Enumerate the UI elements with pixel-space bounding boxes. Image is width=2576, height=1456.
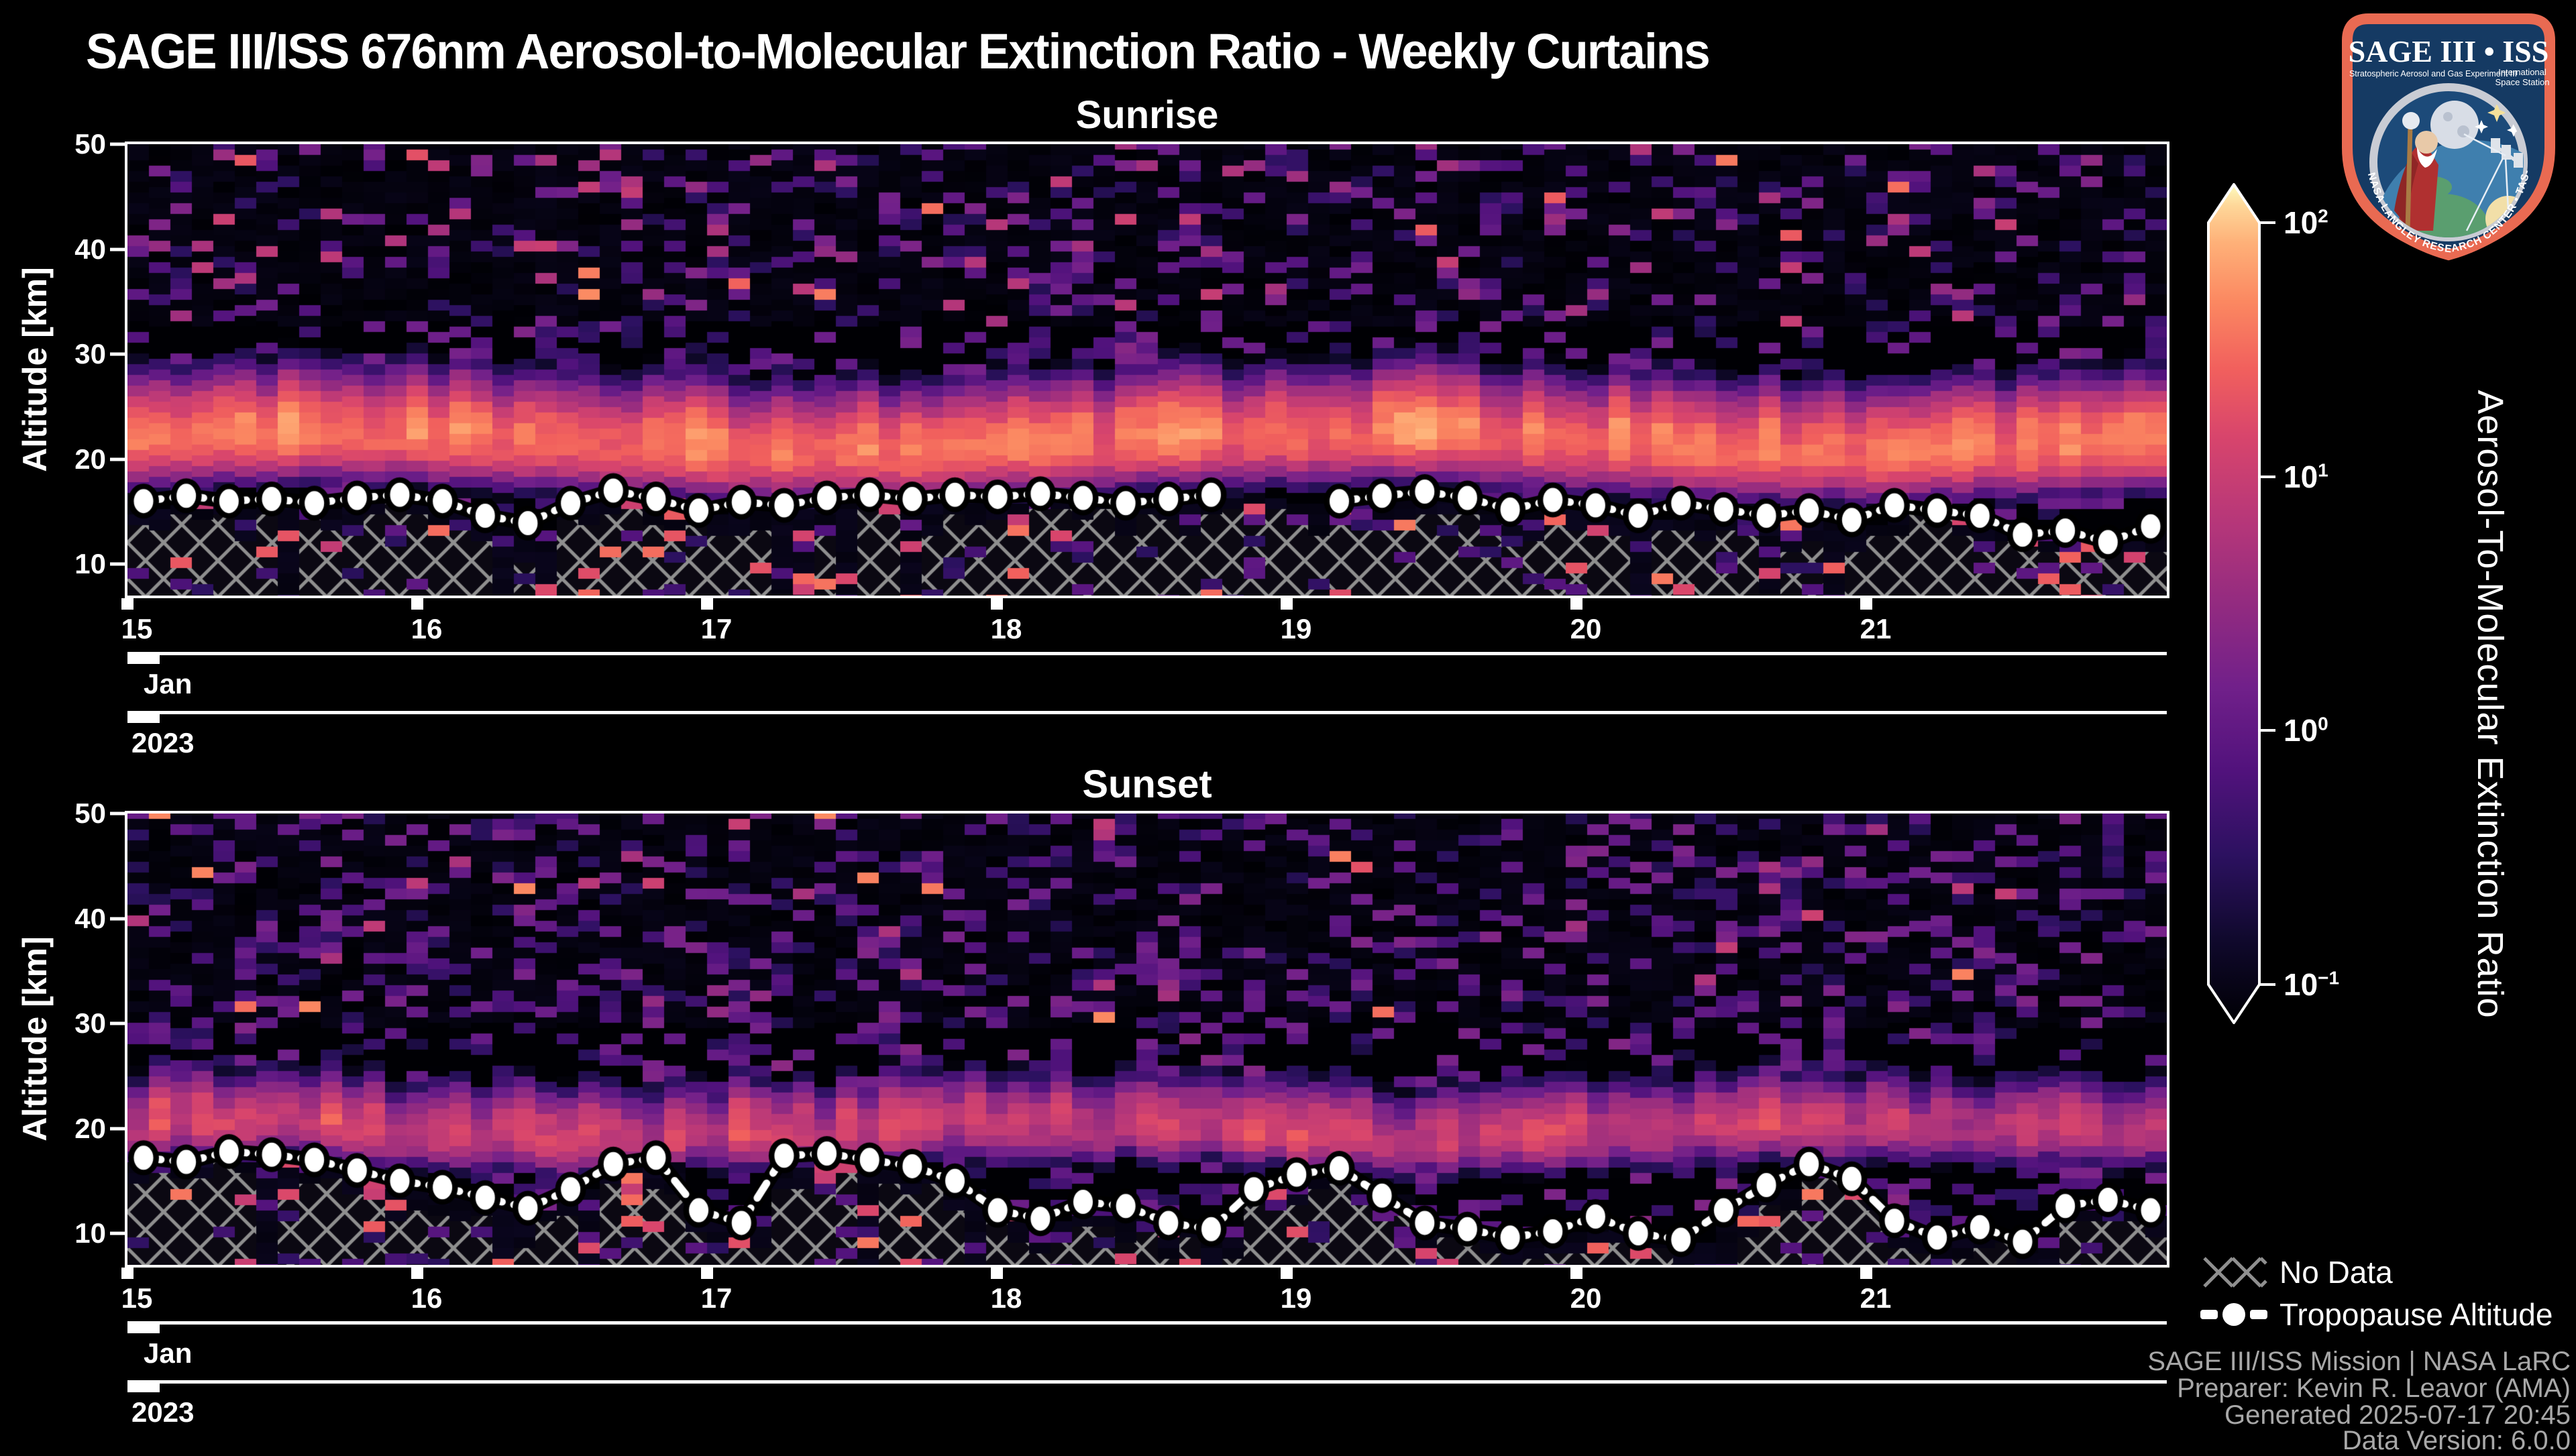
y-tick-label-20: 20	[74, 1112, 106, 1144]
month-label: Jan	[144, 1337, 193, 1369]
x-tick-label-16: 16	[411, 1282, 443, 1314]
no-data-hatch-icon	[2203, 1257, 2267, 1288]
x-tick-label-15: 15	[121, 613, 153, 645]
no-data-legend-label: No Data	[2279, 1255, 2393, 1290]
colorbar-tick-1	[2259, 729, 2275, 732]
x-tick-mark-15	[121, 598, 133, 610]
credit-data-version: Data Version: 6.0.0	[2342, 1426, 2571, 1455]
y-tick-label-10: 10	[74, 548, 106, 580]
tropopause-line-icon	[2200, 1303, 2267, 1326]
x-tick-label-21: 21	[1860, 613, 1892, 645]
y-tick-label-30: 30	[74, 1007, 106, 1040]
sunrise-panel-title: Sunrise	[1075, 93, 1219, 137]
x-tick-mark-21	[1860, 598, 1872, 610]
x-tick-mark-21	[1860, 1268, 1872, 1279]
colorbar-tick-label-0.1: 10−1	[2284, 967, 2340, 1002]
credit-generated: Generated 2025-07-17 20:45	[2224, 1400, 2571, 1430]
y-tick-label-40: 40	[74, 233, 106, 265]
year-label: 2023	[131, 727, 195, 759]
y-tick-label-40: 40	[74, 902, 106, 934]
x-tick-mark-15	[121, 1268, 133, 1279]
y-tick-mark-20	[110, 457, 126, 461]
y-tick-label-50: 50	[74, 128, 106, 160]
x-tick-mark-17	[701, 1268, 713, 1279]
x-tick-label-18: 18	[990, 613, 1022, 645]
x-tick-label-17: 17	[700, 1282, 733, 1314]
credit-mission: SAGE III/ISS Mission | NASA LaRC	[2147, 1347, 2571, 1376]
x-tick-label-19: 19	[1280, 613, 1312, 645]
sage-iss-logo: SAGE III • ISS Stratospheric Aerosol and…	[2328, 1, 2565, 262]
y-tick-mark-20	[110, 1127, 126, 1131]
y-tick-mark-50	[110, 811, 126, 816]
y-tick-label-30: 30	[74, 338, 106, 370]
y-tick-mark-40	[110, 917, 126, 920]
month-divider-line	[127, 1321, 2167, 1325]
tropopause-legend-label: Tropopause Altitude	[2279, 1297, 2553, 1332]
logo-iss	[2491, 138, 2523, 168]
y-tick-mark-10	[110, 1231, 126, 1235]
y-tick-mark-10	[110, 562, 126, 566]
x-tick-label-20: 20	[1570, 1282, 1602, 1314]
logo-wizard	[2394, 112, 2438, 231]
x-tick-label-18: 18	[990, 1282, 1022, 1314]
x-tick-mark-19	[1281, 1268, 1293, 1279]
x-tick-mark-17	[701, 598, 713, 610]
x-tick-label-20: 20	[1570, 613, 1602, 645]
credit-preparer: Preparer: Kevin R. Leavor (AMA)	[2177, 1374, 2571, 1403]
x-tick-mark-19	[1281, 598, 1293, 610]
colorbar-gradient-bar	[2207, 183, 2261, 1024]
x-tick-label-21: 21	[1860, 1282, 1892, 1314]
sunset-panel-title: Sunset	[1082, 763, 1212, 806]
month-divider-notch	[127, 1321, 160, 1333]
month-label: Jan	[144, 668, 193, 699]
y-tick-label-10: 10	[74, 1217, 106, 1249]
x-tick-label-15: 15	[121, 1282, 153, 1314]
year-divider-line	[127, 1380, 2167, 1384]
x-tick-mark-16	[411, 1268, 423, 1279]
x-tick-label-19: 19	[1280, 1282, 1312, 1314]
year-divider-notch	[127, 711, 160, 723]
logo-title: SAGE III • ISS	[2349, 34, 2549, 68]
x-tick-mark-18	[991, 1268, 1003, 1279]
logo-beams	[2463, 133, 2510, 231]
colorbar	[2207, 183, 2261, 1024]
month-divider-notch	[127, 652, 160, 664]
month-divider-line	[127, 652, 2167, 655]
sunrise-heatmap	[127, 144, 2167, 596]
year-divider-line	[127, 711, 2167, 714]
y-tick-mark-30	[110, 1021, 126, 1025]
colorbar-tick-label-10: 101	[2284, 459, 2328, 494]
colorbar-tick-label-1: 100	[2284, 713, 2328, 748]
y-tick-mark-50	[110, 142, 126, 146]
y-tick-label-50: 50	[74, 797, 106, 829]
year-divider-notch	[127, 1380, 160, 1392]
colorbar-tick-0.1	[2259, 983, 2275, 986]
x-tick-mark-20	[1570, 1268, 1582, 1279]
year-label: 2023	[131, 1396, 195, 1428]
x-tick-label-16: 16	[411, 613, 443, 645]
page-title: SAGE III/ISS 676nm Aerosol-to-Molecular …	[86, 23, 1711, 79]
x-tick-mark-18	[991, 598, 1003, 610]
logo-stars	[2475, 103, 2520, 137]
logo-subtitle-right-1: International	[2498, 67, 2546, 77]
colorbar-tick-label-100: 102	[2284, 205, 2328, 240]
y-tick-mark-40	[110, 247, 126, 251]
colorbar-axis-label: Aerosol-To-Molecular Extinction Ratio	[2470, 390, 2510, 1019]
y-tick-label-20: 20	[74, 443, 106, 475]
x-tick-mark-20	[1570, 598, 1582, 610]
logo-moon	[2430, 101, 2479, 149]
logo-subtitle-right-2: Space Station	[2496, 77, 2550, 87]
x-tick-label-17: 17	[700, 613, 733, 645]
logo-subtitle-left: Stratospheric Aerosol and Gas Experiment…	[2349, 69, 2517, 78]
sunset-heatmap	[127, 814, 2167, 1265]
x-tick-mark-16	[411, 598, 423, 610]
colorbar-tick-10	[2259, 475, 2275, 478]
colorbar-tick-100	[2259, 221, 2275, 224]
y-tick-mark-30	[110, 352, 126, 356]
